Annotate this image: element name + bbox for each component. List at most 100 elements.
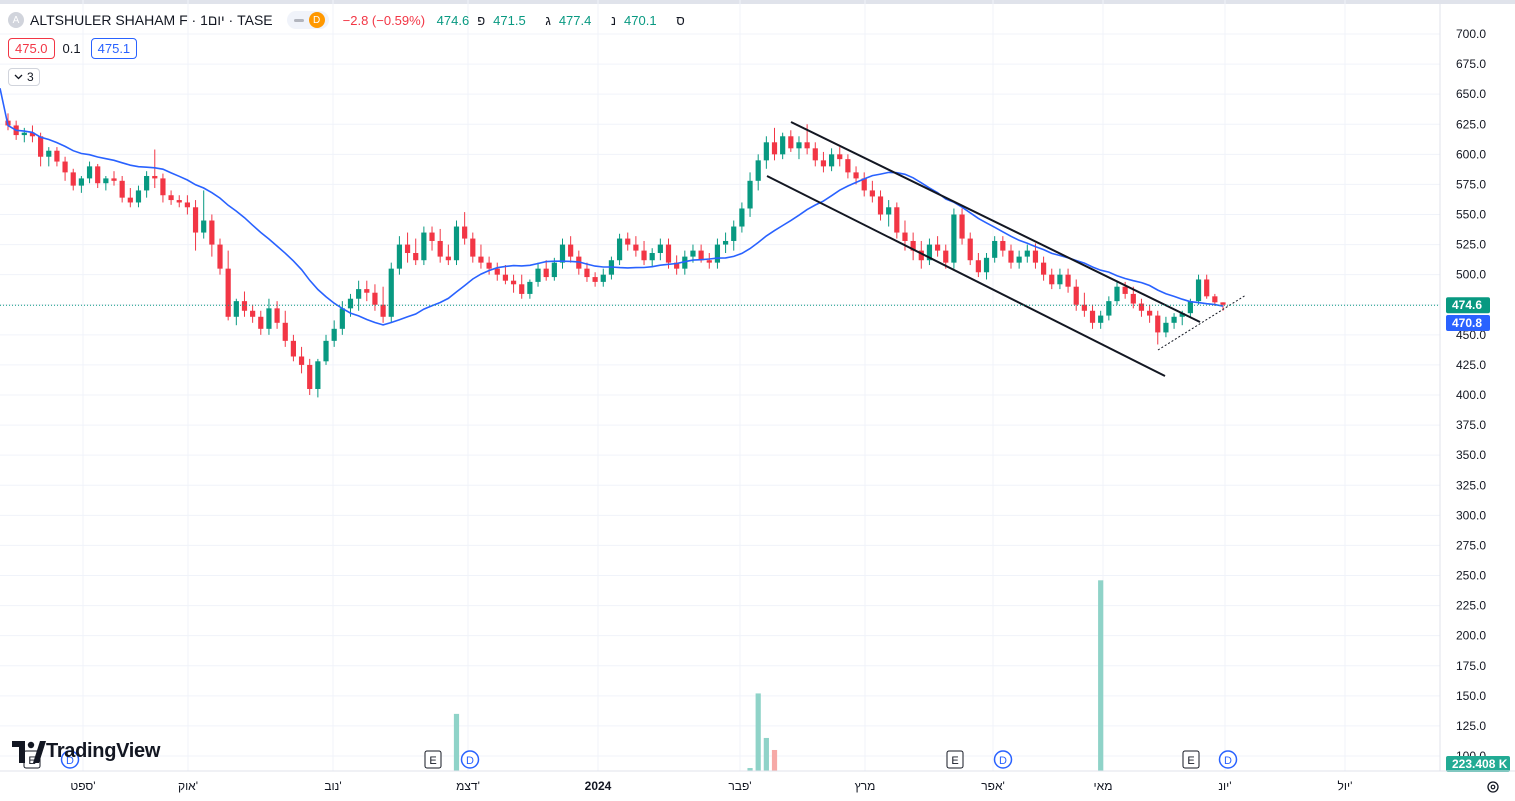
collapse-indicators-button[interactable]: 3	[8, 68, 40, 86]
candle-body	[934, 244, 941, 251]
candle-body	[258, 316, 264, 329]
candle	[298, 346, 305, 374]
candle-body	[250, 310, 256, 317]
price-tick-label: 700.0	[1456, 27, 1486, 41]
channel-lower-line	[766, 175, 1166, 377]
candle-body	[592, 277, 598, 282]
tradingview-logo[interactable]: TradingView	[12, 740, 160, 763]
candle-body	[233, 301, 239, 317]
candle	[788, 130, 794, 152]
candle-body	[633, 244, 639, 251]
candle-body	[918, 250, 924, 261]
candle-body	[649, 253, 655, 261]
candle	[828, 148, 835, 172]
candle	[119, 175, 125, 203]
candle	[755, 154, 761, 191]
indicator-value-blue[interactable]: 475.1	[90, 38, 138, 59]
earnings-marker-box	[946, 750, 964, 769]
ohlc-values: −2.8 (−0.59%) 474.6 ס 470.1נ 477.4ג 471.5…	[343, 13, 701, 28]
candle-body	[763, 142, 769, 161]
indicator-legend: 475.0 0.1 475.1	[8, 38, 145, 59]
candle	[1204, 274, 1210, 299]
price-tick-label: 525.0	[1456, 238, 1486, 252]
candle-body	[225, 268, 231, 317]
candle-body	[70, 172, 76, 186]
candle	[127, 188, 133, 208]
candle	[502, 265, 509, 285]
event-marker-text: E	[28, 755, 35, 767]
candle-body	[747, 180, 753, 209]
candle-body	[1065, 274, 1071, 287]
candle	[486, 256, 492, 275]
candle-body	[201, 220, 207, 233]
candle	[266, 298, 272, 335]
candle	[168, 190, 174, 205]
candle	[1155, 310, 1161, 345]
dividend-marker-circle	[460, 750, 480, 769]
candle-body	[804, 142, 810, 149]
candle-body	[323, 340, 329, 362]
candle	[445, 244, 451, 266]
candle-body	[657, 244, 663, 254]
data-status-pill[interactable]: D	[286, 11, 329, 29]
candle-body	[535, 268, 541, 282]
candle-body	[54, 150, 60, 162]
candle	[641, 240, 647, 266]
candle-body	[690, 250, 696, 257]
candle-body	[1073, 286, 1079, 305]
candle-body	[119, 180, 125, 198]
earnings-marker: E	[424, 750, 442, 769]
candle-body	[1171, 316, 1177, 323]
candle	[739, 202, 745, 233]
candle	[282, 310, 288, 347]
candle	[494, 262, 500, 281]
candle-body	[877, 196, 884, 215]
candle-body	[600, 274, 606, 282]
candle	[462, 212, 468, 245]
candle	[682, 250, 688, 275]
candle-body	[543, 268, 549, 278]
candle-body	[820, 160, 827, 167]
candle	[657, 238, 663, 261]
candle-body	[1147, 310, 1153, 316]
market-status-icon	[293, 18, 304, 22]
indicator-value-red[interactable]: 475.0	[8, 38, 55, 59]
candle	[404, 232, 411, 263]
price-tick-label: 200.0	[1456, 629, 1486, 643]
candle-body	[1024, 250, 1030, 257]
candle	[600, 268, 606, 287]
candle-body	[62, 161, 68, 173]
price-tick-label: 625.0	[1456, 117, 1486, 131]
symbol-title[interactable]: ALTSHULER SHAHAM F · 1יום · TASE	[30, 12, 273, 28]
candle-body	[869, 190, 875, 197]
candle	[763, 136, 769, 169]
time-tick-label: יונ'	[1218, 779, 1231, 793]
candle	[135, 185, 142, 208]
candle-body	[388, 268, 394, 317]
candle	[510, 274, 517, 293]
volume-bar	[771, 749, 778, 771]
candle	[78, 175, 84, 193]
candle	[869, 180, 875, 203]
candle-body	[828, 154, 835, 167]
candle-body	[209, 220, 215, 245]
last-price-label-text: 474.6	[1452, 298, 1482, 312]
candle-body	[331, 328, 337, 341]
moving-average-line	[0, 88, 1224, 326]
grid-layer	[0, 0, 1440, 771]
chart-settings-button[interactable]	[1486, 780, 1500, 797]
candle	[934, 236, 941, 257]
candle	[584, 262, 590, 282]
candle-body	[421, 232, 427, 261]
candle	[323, 334, 329, 365]
candle	[225, 250, 231, 321]
candle-body	[625, 238, 631, 245]
time-tick-label: מרץ	[855, 779, 876, 793]
candle-body	[551, 262, 557, 278]
candle-body	[714, 244, 721, 263]
candle-body	[437, 240, 443, 257]
candle-body	[1041, 262, 1047, 275]
ma-price-label-text: 470.8	[1452, 316, 1482, 330]
